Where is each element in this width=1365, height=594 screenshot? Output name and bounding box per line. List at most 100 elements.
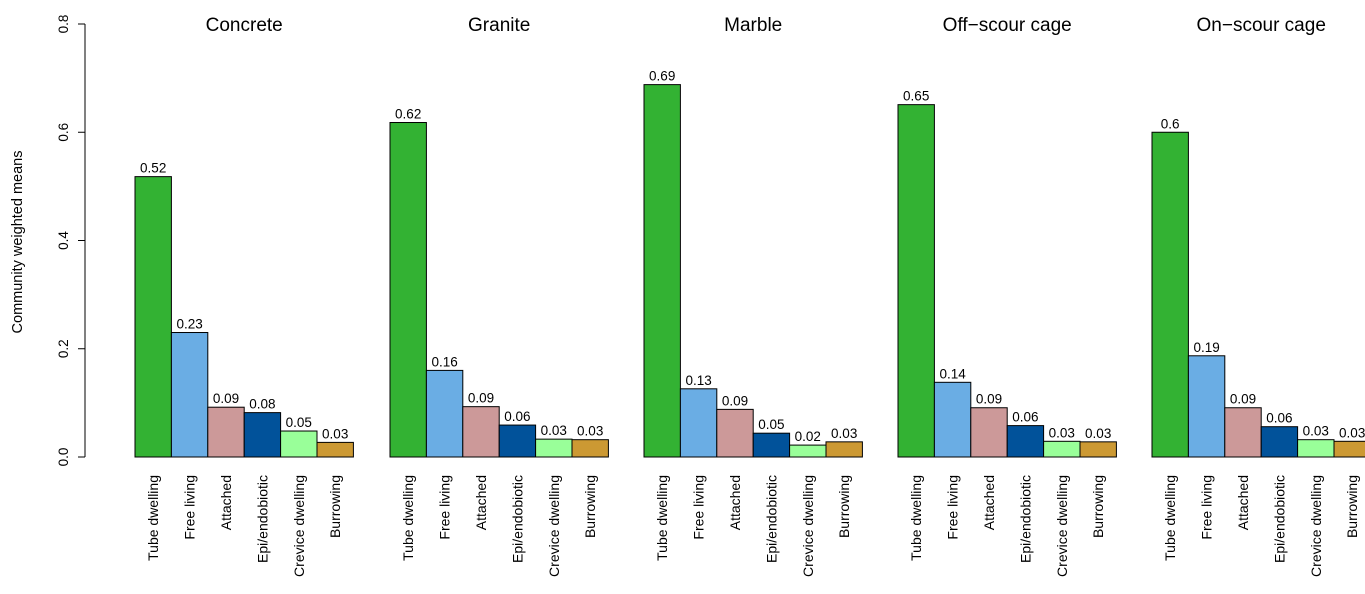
bar-value-label: 0.03 [322, 426, 348, 441]
bar-value-label: 0.69 [649, 69, 675, 84]
category-label: Epi/endobiotic [1017, 475, 1033, 563]
category-label: Epi/endobiotic [1271, 475, 1287, 563]
bar [389, 122, 427, 458]
bar-value-label: 0.09 [1230, 392, 1256, 407]
bar-value-label: 0.09 [468, 391, 494, 406]
category-label: Crevice dwelling [1054, 475, 1070, 577]
bar [134, 176, 172, 458]
y-tick-label: 0.0 [56, 448, 71, 467]
category-label: Tube dwelling [400, 475, 416, 561]
bar-value-label: 0.03 [1049, 425, 1075, 440]
category-label: Attached [981, 475, 997, 530]
y-axis: 0.0 0.2 0.4 0.6 0.8 [56, 15, 86, 467]
bar [462, 406, 500, 458]
bar-value-label: 0.03 [1085, 426, 1111, 441]
bar-value-label: 0.03 [1339, 425, 1365, 440]
bar [1079, 441, 1117, 458]
bar [1333, 440, 1365, 458]
bar [243, 412, 282, 458]
panels: Concrete 0.52 Tube dwelling 0.23 Free living… [134, 15, 1365, 577]
bar-value-label: 0.52 [140, 161, 166, 176]
category-label: Free living [945, 475, 961, 540]
bar [716, 408, 754, 458]
bar-value-label: 0.19 [1193, 340, 1219, 355]
category-label: Attached [1235, 475, 1251, 530]
bar [789, 444, 827, 458]
bar [1260, 426, 1299, 458]
bar-value-label: 0.08 [249, 397, 275, 412]
bar-value-label: 0.03 [1303, 424, 1329, 439]
y-tick-label: 0.6 [56, 123, 71, 142]
panel-title: On−scour cage [1197, 15, 1326, 36]
bar-value-label: 0.05 [286, 415, 312, 430]
category-label: Attached [727, 475, 743, 530]
bar [571, 439, 609, 458]
bar-value-label: 0.06 [1012, 410, 1038, 425]
category-label: Burrowing [582, 475, 598, 538]
category-label: Tube dwelling [145, 475, 161, 561]
bar-value-label: 0.09 [976, 392, 1002, 407]
category-label: Crevice dwelling [800, 475, 816, 577]
bar [1043, 440, 1081, 458]
bar [170, 332, 209, 458]
category-label: Burrowing [1090, 475, 1106, 538]
category-label: Burrowing [327, 475, 343, 538]
category-label: Burrowing [836, 475, 852, 538]
y-tick-label: 0.2 [56, 339, 71, 358]
category-label: Free living [437, 475, 453, 540]
bar [498, 424, 537, 458]
bar-value-label: 0.23 [176, 317, 202, 332]
category-label: Attached [473, 475, 489, 530]
panel: Granite 0.62 Tube dwelling 0.16 Free living 0… [389, 15, 609, 577]
category-label: Free living [182, 475, 198, 540]
bar-value-label: 0.06 [1266, 411, 1292, 426]
bar [643, 84, 681, 458]
bar-value-label: 0.03 [831, 426, 857, 441]
bar-value-label: 0.02 [795, 429, 821, 444]
bar [897, 104, 935, 458]
bar [752, 432, 791, 458]
panel-title: Off−scour cage [943, 15, 1072, 36]
bar-value-label: 0.62 [395, 107, 421, 122]
bar [933, 381, 972, 458]
bar [825, 441, 863, 458]
category-label: Crevice dwelling [546, 475, 562, 577]
panel: Concrete 0.52 Tube dwelling 0.23 Free living… [134, 15, 354, 577]
category-label: Burrowing [1344, 475, 1360, 538]
bar-value-label: 0.03 [541, 423, 567, 438]
panel-title: Concrete [206, 15, 283, 36]
category-label: Tube dwelling [1162, 475, 1178, 561]
category-label: Tube dwelling [908, 475, 924, 561]
panel: Marble 0.69 Tube dwelling 0.13 Free living 0.… [643, 15, 863, 577]
bar [535, 438, 573, 458]
bar-value-label: 0.06 [504, 409, 530, 424]
bar-value-label: 0.13 [685, 373, 711, 388]
bar [280, 430, 318, 458]
bar [970, 407, 1008, 458]
panel: On−scour cage 0.6 Tube dwelling 0.19 Free li… [1151, 15, 1365, 577]
category-label: Free living [691, 475, 707, 540]
bar-value-label: 0.09 [722, 393, 748, 408]
panel: Off−scour cage 0.65 Tube dwelling 0.14 Free … [897, 15, 1117, 577]
bar-value-label: 0.05 [758, 417, 784, 432]
bar [1187, 355, 1226, 458]
bar [1006, 425, 1045, 458]
category-label: Free living [1199, 475, 1215, 540]
panel-title: Granite [468, 15, 530, 36]
bar [425, 369, 464, 458]
category-label: Epi/endobiotic [763, 475, 779, 563]
bar-value-label: 0.16 [431, 354, 457, 369]
category-label: Crevice dwelling [291, 475, 307, 577]
bar [207, 406, 245, 458]
bar [679, 388, 718, 458]
panel-title: Marble [724, 15, 782, 36]
bar-value-label: 0.6 [1161, 116, 1180, 131]
bar [1297, 439, 1335, 458]
bar-value-label: 0.14 [939, 366, 966, 381]
bar [1224, 407, 1262, 458]
bar [1151, 131, 1189, 458]
category-label: Tube dwelling [654, 475, 670, 561]
category-label: Epi/endobiotic [254, 475, 270, 563]
category-label: Attached [218, 475, 234, 530]
